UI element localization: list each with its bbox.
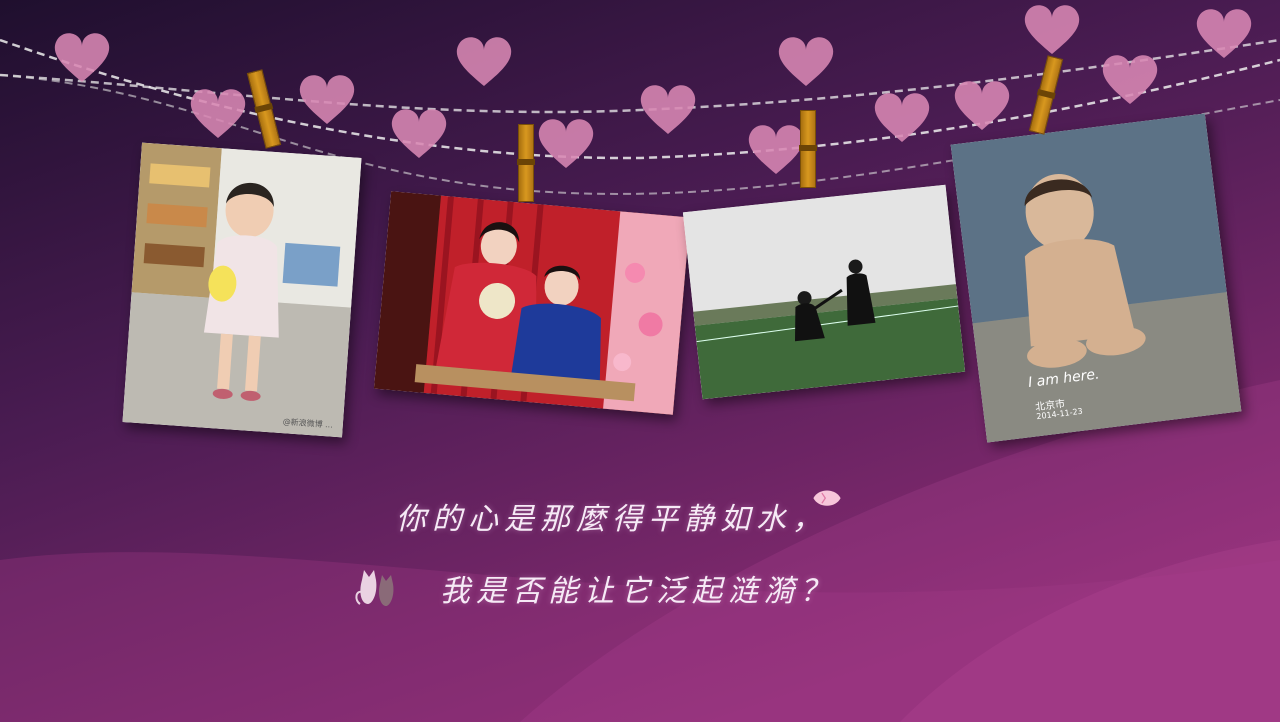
clothespin-icon [517,124,535,202]
photo-proposal-image [682,184,966,400]
photo-baby-image [950,113,1242,443]
photo-couple-traditional-dress[interactable] [373,191,691,415]
cats-icon [355,570,394,606]
heart-icon [1196,9,1252,58]
clothespin-icon [799,110,817,188]
photo-toddler-girl[interactable]: @新浪微博 ... [122,142,362,438]
heart-icon [640,85,696,134]
photo-couple-image [373,191,691,415]
photo-graduation-proposal[interactable] [682,184,966,400]
heart-icon [391,109,447,158]
heart-icon [1024,5,1080,54]
heart-icon [299,75,355,124]
caption-line-1: 你的心是那麼得平静如水， [396,502,828,537]
heart-icon [190,89,246,138]
heart-icon [874,93,930,142]
heart-icon [748,125,804,174]
heart-icon [778,37,834,86]
heart-icon [538,119,594,168]
heart-icon [1102,55,1158,104]
photo-baby-sitting[interactable]: I am here. 北京市 2014-11-23 [950,113,1242,443]
heart-icon [456,37,512,86]
photo-toddler-girl-image [122,142,362,438]
caption-line-2: 我是否能让它泛起涟漪？ [440,574,836,609]
heart-icon [954,81,1010,130]
petal-icon [813,490,841,506]
heart-icon [54,33,110,82]
